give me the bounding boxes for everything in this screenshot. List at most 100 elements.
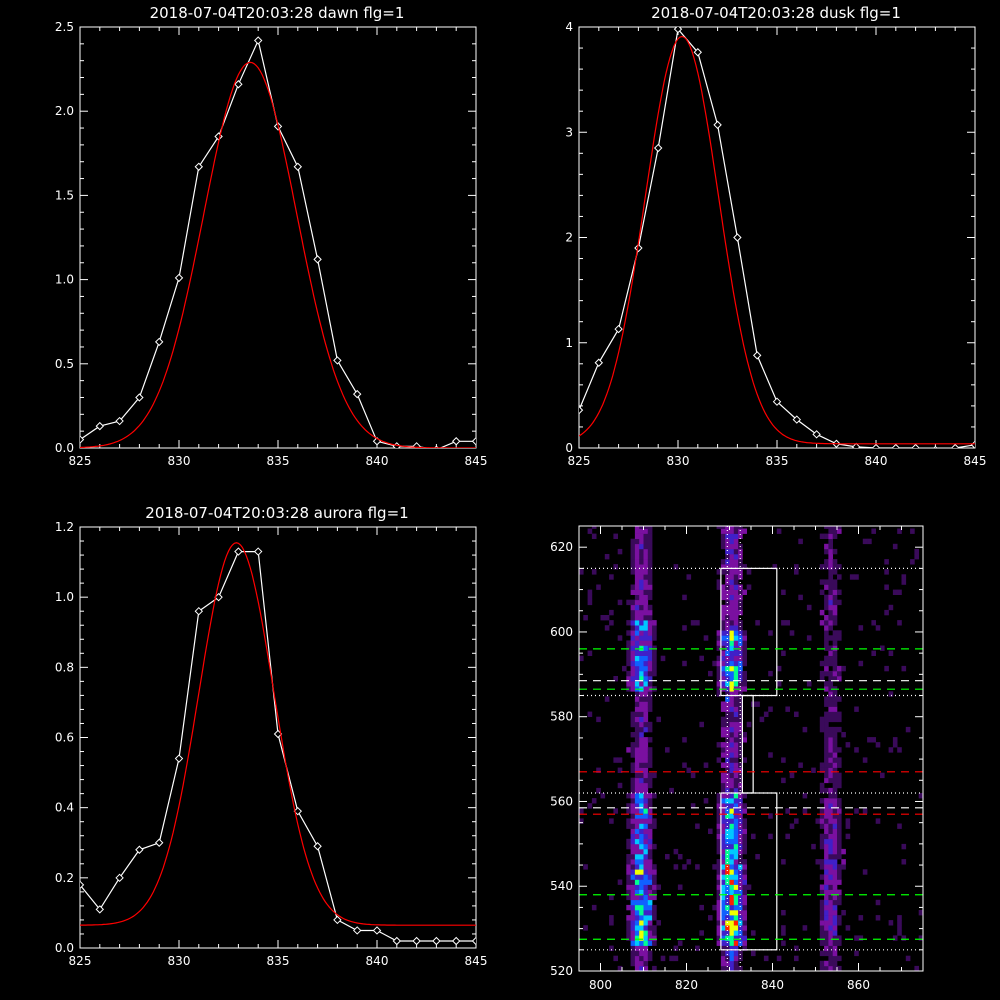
heatmap-cell xyxy=(720,869,726,875)
heatmap-cell xyxy=(647,752,653,758)
heatmap-cell xyxy=(832,798,838,804)
heatmap-cell xyxy=(639,594,644,601)
heatmap-cell xyxy=(725,594,730,601)
heatmap-cell xyxy=(725,910,730,916)
heatmap-cell xyxy=(824,854,829,860)
heatmap-cell xyxy=(591,798,597,804)
heatmap-cell xyxy=(824,548,829,555)
plot-area xyxy=(80,542,476,946)
heatmap-cell xyxy=(643,665,649,672)
heatmap-cell xyxy=(742,874,747,880)
heatmap-cell xyxy=(690,772,696,779)
heatmap-cell xyxy=(824,533,829,539)
heatmap-cell xyxy=(729,803,735,809)
heatmap-cell xyxy=(828,828,833,834)
heatmap-cell xyxy=(647,925,653,931)
heatmap-cell xyxy=(819,874,825,880)
heatmap-cell xyxy=(729,945,735,951)
heatmap-cell xyxy=(742,869,747,875)
heatmap-cell xyxy=(828,604,833,611)
y-tick-label: 540 xyxy=(550,879,573,893)
heatmap-cell xyxy=(613,757,618,763)
heatmap-cell xyxy=(824,681,829,687)
heatmap-cell xyxy=(742,828,747,834)
heatmap-cell xyxy=(720,762,726,768)
heatmap-cell xyxy=(716,808,722,814)
heatmap-cell xyxy=(639,660,644,667)
heatmap-cell xyxy=(828,833,833,840)
heatmap-cell xyxy=(828,635,833,641)
heatmap-cell xyxy=(716,569,722,575)
heatmap-cell xyxy=(622,665,627,672)
heatmap-cell xyxy=(643,589,649,595)
heatmap-cell xyxy=(832,945,838,951)
heatmap-cell xyxy=(665,854,670,860)
heatmap-cell xyxy=(884,559,889,565)
heatmap-cell xyxy=(733,762,739,768)
heatmap-cell xyxy=(828,726,833,733)
heatmap-cell xyxy=(832,854,838,860)
heatmap-cell xyxy=(824,823,829,829)
heatmap-cell xyxy=(639,823,644,829)
heatmap-cell xyxy=(742,681,747,687)
heatmap-cell xyxy=(639,843,644,850)
heatmap-cell xyxy=(647,833,653,840)
heatmap-cell xyxy=(828,706,833,712)
heatmap-cell xyxy=(828,589,833,595)
heatmap-cell xyxy=(720,894,726,901)
heatmap-cell xyxy=(647,625,653,631)
heatmap-cell xyxy=(634,833,640,840)
heatmap-cell xyxy=(596,716,601,723)
heatmap-cell xyxy=(738,609,743,616)
heatmap-cell xyxy=(639,645,644,651)
heatmap-cell xyxy=(828,940,833,946)
heatmap-cell xyxy=(652,772,657,779)
heatmap-cell xyxy=(720,620,726,626)
heatmap-cell xyxy=(725,833,730,840)
heatmap-cell xyxy=(819,564,825,570)
heatmap-cell xyxy=(716,579,722,585)
heatmap-cell xyxy=(888,920,894,926)
heatmap-cell xyxy=(647,696,653,702)
heatmap-cell xyxy=(819,904,825,911)
heatmap-cell xyxy=(639,604,644,611)
data-point xyxy=(713,120,722,130)
heatmap-cell xyxy=(626,925,631,931)
x-tick-label: 820 xyxy=(675,978,698,992)
heatmap-cell xyxy=(626,884,631,890)
heatmap-cell xyxy=(643,655,649,662)
heatmap-cell xyxy=(828,752,833,758)
heatmap-cell xyxy=(828,777,833,784)
heatmap-cell xyxy=(716,757,722,763)
heatmap-cell xyxy=(643,925,649,931)
heatmap-cell xyxy=(725,894,730,901)
heatmap-cell xyxy=(609,620,614,626)
heatmap-cell xyxy=(630,787,636,794)
heatmap-cell xyxy=(725,945,730,951)
heatmap-cell xyxy=(634,777,640,784)
heatmap-cell xyxy=(824,798,829,804)
heatmap-cell xyxy=(729,599,735,606)
heatmap-cell xyxy=(639,691,644,697)
heatmap-cell xyxy=(832,808,838,814)
heatmap-cell xyxy=(647,747,653,753)
heatmap-cell xyxy=(901,859,907,865)
heatmap-cell xyxy=(733,925,739,931)
x-tick-label: 860 xyxy=(847,978,870,992)
heatmap-cell xyxy=(828,803,833,809)
x-tick-label: 835 xyxy=(267,454,290,468)
heatmap-cell xyxy=(639,620,644,626)
heatmap-cell xyxy=(634,706,640,712)
heatmap-cell xyxy=(630,910,636,916)
heatmap-cell xyxy=(591,569,597,575)
heatmap-cell xyxy=(871,650,876,656)
y-tick-label: 0.5 xyxy=(55,357,74,371)
heatmap-cell xyxy=(634,874,640,880)
heatmap-cell xyxy=(824,818,829,824)
heatmap-cell xyxy=(888,650,894,656)
heatmap-cell xyxy=(892,543,898,550)
heatmap-cell xyxy=(634,915,640,921)
heatmap-cell xyxy=(837,696,842,702)
heatmap-cell xyxy=(630,904,636,911)
heatmap-cell xyxy=(742,884,747,890)
